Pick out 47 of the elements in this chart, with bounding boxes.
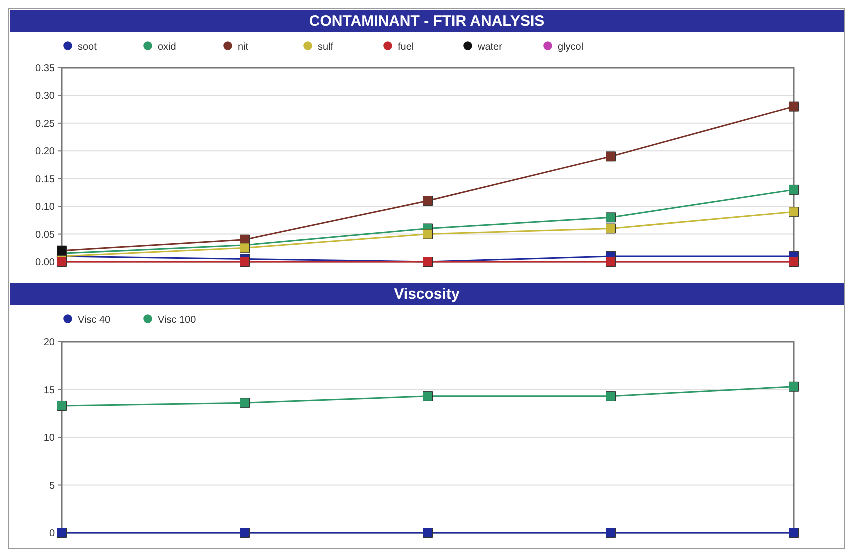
legend-label: sulf [318, 42, 334, 53]
point [57, 400, 67, 411]
point [606, 391, 616, 402]
point [240, 257, 250, 267]
chart-title: CONTAMINANT - FTIR ANALYSIS [309, 13, 545, 30]
y-tick-label: 0.35 [36, 64, 56, 74]
point [606, 257, 616, 267]
y-tick-label: 15 [44, 385, 56, 396]
legend-label: oxid [158, 42, 176, 53]
point [789, 207, 799, 218]
chart-title: Viscosity [394, 286, 460, 303]
point [789, 102, 799, 112]
y-tick-label: 0 [49, 528, 56, 540]
y-tick-label: 5 [49, 480, 56, 492]
y-tick-label: 0.20 [36, 146, 56, 158]
point [606, 212, 616, 223]
legend-label: nit [238, 42, 249, 53]
y-tick-label: 0.25 [36, 118, 56, 130]
y-tick-label: 0.30 [36, 91, 56, 102]
point [789, 257, 799, 267]
y-tick-label: 10 [44, 433, 56, 444]
point [240, 243, 250, 254]
point [423, 196, 433, 206]
y-tick-label: 20 [44, 338, 56, 348]
legend-label: fuel [398, 42, 414, 53]
point [789, 184, 799, 195]
legend-label: soot [78, 42, 98, 53]
point [240, 528, 250, 538]
legend-label: Visc 100 [158, 315, 197, 326]
legend-label: glycol [558, 42, 584, 53]
legend-label: Visc 40 [78, 315, 112, 326]
point [606, 528, 616, 538]
point [423, 528, 433, 538]
point [606, 152, 616, 162]
point [606, 224, 616, 234]
y-tick-label: 0.15 [36, 174, 56, 186]
point [57, 257, 67, 267]
y-tick-label: 0.00 [36, 258, 56, 268]
point [423, 229, 433, 240]
point [57, 528, 67, 538]
point [789, 382, 799, 392]
y-tick-label: 0.10 [36, 202, 56, 214]
point [789, 528, 799, 538]
legend-label: water [477, 42, 504, 53]
point [240, 398, 250, 408]
y-tick-label: 0.05 [36, 230, 56, 241]
point [423, 391, 433, 402]
